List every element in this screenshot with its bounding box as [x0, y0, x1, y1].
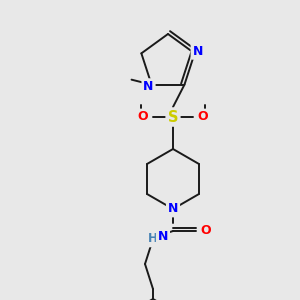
Text: N: N [168, 202, 178, 215]
Text: N: N [143, 80, 154, 93]
Text: H: H [148, 232, 158, 245]
Text: O: O [138, 110, 148, 124]
Text: N: N [158, 230, 168, 242]
Text: O: O [198, 110, 208, 124]
Text: O: O [201, 224, 211, 238]
Text: S: S [168, 110, 178, 124]
Text: N: N [192, 45, 203, 58]
